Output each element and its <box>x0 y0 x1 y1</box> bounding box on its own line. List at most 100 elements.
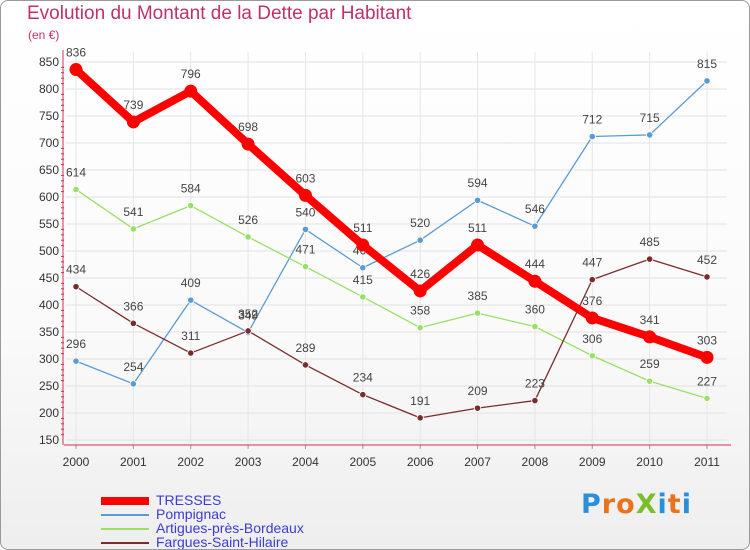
legend-item: Pompignac <box>101 506 361 522</box>
data-label: 447 <box>582 256 602 270</box>
data-label: 452 <box>697 253 717 267</box>
data-point <box>356 238 370 252</box>
data-point <box>588 352 596 360</box>
data-label: 796 <box>181 67 201 81</box>
data-point <box>588 276 596 284</box>
data-point <box>72 283 80 291</box>
x-tick-label: 2010 <box>636 455 663 469</box>
legend-label: Artigues-près-Bordeaux <box>156 520 304 536</box>
data-label: 540 <box>295 205 315 219</box>
data-label: 444 <box>525 257 545 271</box>
data-point <box>301 225 310 233</box>
data-label: 289 <box>295 341 315 355</box>
data-point <box>646 255 654 263</box>
data-label: 223 <box>525 377 545 391</box>
y-tick-label: 800 <box>39 82 59 96</box>
data-label: 259 <box>640 357 660 371</box>
data-label: 603 <box>295 171 315 185</box>
data-point <box>187 349 195 357</box>
data-point <box>531 322 539 331</box>
y-tick-label: 850 <box>39 55 59 69</box>
logo-letter: P <box>581 489 602 520</box>
y-tick-label: 750 <box>39 109 59 123</box>
legend-label: Fargues-Saint-Hilaire <box>156 534 289 550</box>
data-label: 352 <box>238 307 258 321</box>
series-line-fargues-saint-hilaire <box>75 258 708 419</box>
data-label: 349 <box>238 309 258 323</box>
data-label: 836 <box>66 46 86 60</box>
data-point <box>646 131 654 139</box>
data-point <box>184 84 198 98</box>
data-label: 485 <box>640 235 660 249</box>
data-label: 254 <box>123 360 143 374</box>
data-label: 358 <box>410 304 430 318</box>
chart-title: Evolution du Montant de la Dette par Hab… <box>27 3 412 24</box>
x-tick-label: 2002 <box>177 455 204 469</box>
data-point <box>298 188 312 202</box>
logo-letter: X <box>635 489 658 520</box>
data-label: 227 <box>697 374 717 388</box>
data-point <box>244 233 252 241</box>
x-tick-label: 2006 <box>407 455 434 469</box>
data-point <box>301 361 310 369</box>
series-line-tresses <box>72 65 711 362</box>
data-point <box>244 327 252 335</box>
logo-letter: i <box>681 489 692 520</box>
data-point <box>187 202 195 210</box>
data-point <box>588 132 596 141</box>
logo-letter: t <box>667 489 682 520</box>
data-point <box>416 414 424 422</box>
data-label: 296 <box>66 337 86 351</box>
data-point <box>359 293 367 301</box>
y-tick-label: 350 <box>39 325 59 339</box>
data-point <box>413 284 427 298</box>
data-point <box>301 263 310 271</box>
data-point <box>72 357 80 365</box>
y-tick-label: 550 <box>39 217 59 231</box>
x-tick-label: 2007 <box>464 455 491 469</box>
data-point <box>473 196 482 204</box>
data-label: 698 <box>238 120 258 134</box>
data-point <box>129 319 137 327</box>
x-tick-label: 2008 <box>522 455 549 469</box>
y-tick-label: 250 <box>39 379 59 393</box>
data-label: 511 <box>468 221 487 235</box>
x-tick-label: 2001 <box>120 455 147 469</box>
y-tick-label: 650 <box>39 163 59 177</box>
data-point <box>129 225 137 233</box>
legend-item: Fargues-Saint-Hilaire <box>101 534 361 550</box>
data-point <box>703 77 711 85</box>
legend-swatch <box>101 497 149 505</box>
data-label: 715 <box>640 111 660 125</box>
data-point <box>72 185 80 194</box>
data-point <box>187 296 195 304</box>
data-label: 739 <box>123 98 143 112</box>
data-point <box>473 404 482 412</box>
y-tick-label: 700 <box>39 136 59 150</box>
data-label: 614 <box>66 165 86 179</box>
y-tick-label: 200 <box>39 406 59 420</box>
data-label: 526 <box>238 213 258 227</box>
data-label: 426 <box>410 267 430 281</box>
data-point <box>129 380 137 388</box>
logo-letter: r <box>601 489 617 520</box>
x-tick-label: 2009 <box>579 455 606 469</box>
legend-item: Artigues-près-Bordeaux <box>101 520 361 536</box>
data-point <box>359 264 367 272</box>
proxiti-logo: ProXiti <box>581 489 692 520</box>
x-tick-label: 2003 <box>235 455 262 469</box>
data-point <box>700 350 714 364</box>
data-point <box>646 377 654 385</box>
data-label: 584 <box>181 182 201 196</box>
data-label: 541 <box>123 205 143 219</box>
data-label: 303 <box>697 333 717 347</box>
x-tick-label: 2004 <box>292 455 319 469</box>
legend-item: TRESSES <box>101 492 361 508</box>
data-label: 434 <box>66 263 86 277</box>
data-label: 341 <box>640 313 660 327</box>
y-tick-label: 150 <box>39 433 59 447</box>
logo-letter: o <box>616 489 636 520</box>
data-point <box>241 137 255 151</box>
data-label: 366 <box>123 299 143 313</box>
data-label: 385 <box>468 289 488 303</box>
